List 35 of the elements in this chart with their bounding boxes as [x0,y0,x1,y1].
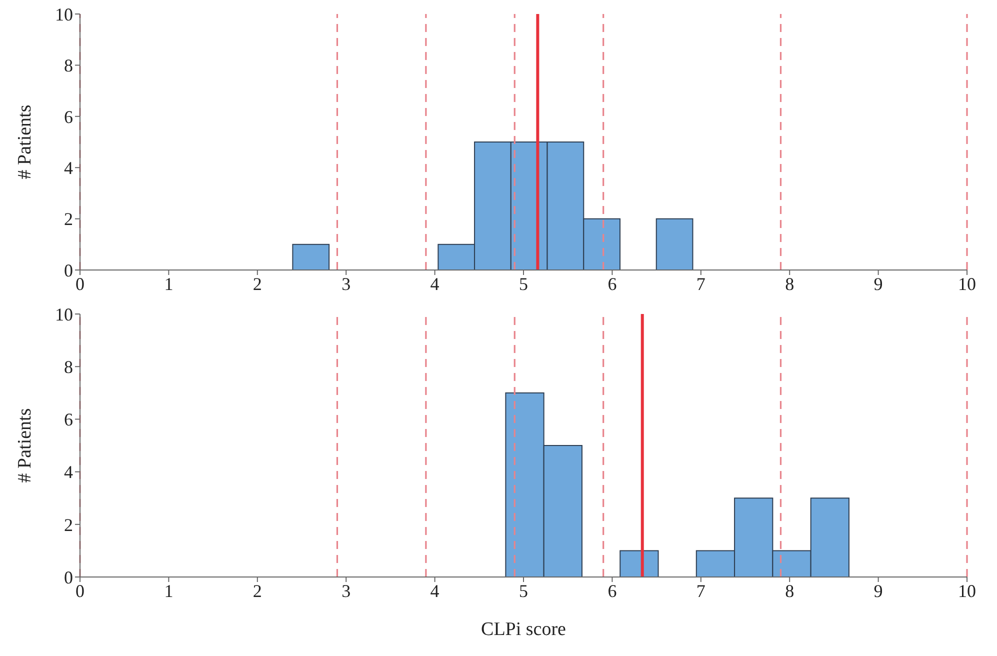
x-tick-label: 5 [519,274,528,294]
y-tick-label: 8 [64,356,73,377]
x-tick-label: 5 [519,580,528,601]
x-tick-label: 1 [164,274,174,294]
x-tick-label: 3 [342,274,351,294]
x-tick-label: 2 [252,580,262,601]
x-tick-label: 4 [430,580,440,601]
x-tick-label: 1 [164,580,174,601]
x-tick-label: 10 [958,274,976,294]
y-tick-label: 0 [64,260,73,280]
x-tick-label: 4 [430,274,440,294]
x-tick-label: 8 [785,580,794,601]
x-tick-label: 10 [958,580,976,601]
x-tick-label: 8 [785,274,794,294]
x-tick-label: 3 [342,580,351,601]
y-axis-title: # Patients [14,104,36,180]
x-tick-label: 6 [608,274,617,294]
y-tick-label: 2 [64,514,73,535]
y-tick-label: 6 [64,410,73,430]
x-tick-label: 7 [696,274,706,294]
y-tick-label: 10 [55,304,73,324]
y-tick-label: 10 [55,4,73,24]
x-tick-label: 9 [874,580,883,601]
x-tick-label: 9 [874,274,883,294]
y-tick-label: 4 [64,158,73,178]
x-tick-label: 2 [252,274,262,294]
y-tick-label: 6 [64,106,73,127]
x-axis-title: CLPi score [481,619,566,640]
x-tick-label: 6 [608,580,617,601]
y-tick-label: 8 [64,56,73,76]
y-axis-title: # Patients [14,408,36,483]
y-tick-label: 0 [64,567,73,588]
y-tick-label: 2 [64,209,73,230]
y-tick-label: 4 [64,462,73,482]
x-tick-label: 7 [696,580,706,601]
